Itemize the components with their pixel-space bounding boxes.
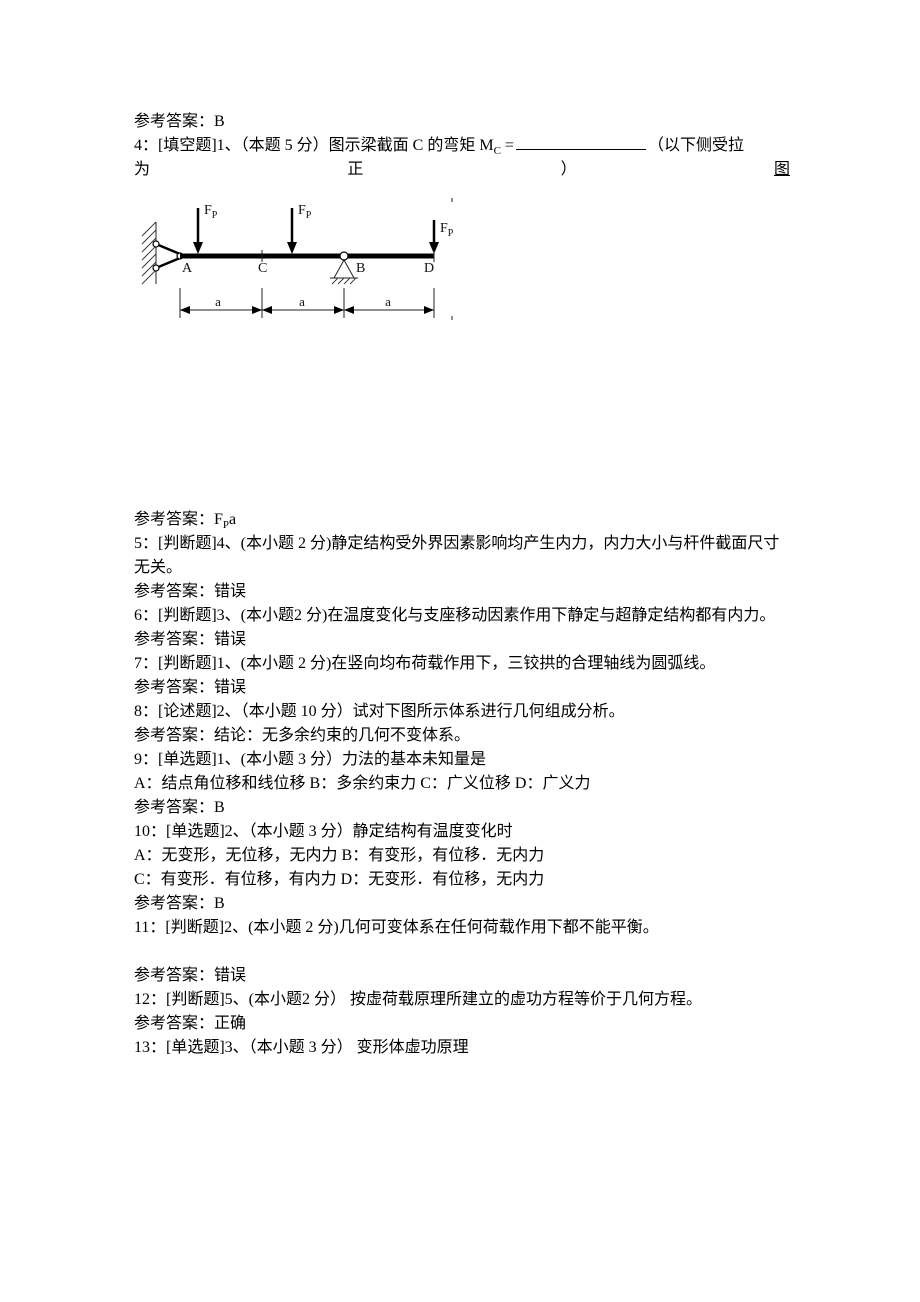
wall-hatch	[142, 222, 156, 284]
q5-answer: 参考答案：错误	[134, 580, 790, 604]
svg-text:FP: FP	[440, 221, 454, 239]
force-Fp-1: FP	[193, 203, 218, 254]
label-A: A	[182, 261, 193, 276]
q4-M: M	[479, 137, 493, 154]
q10-options-1: A：无变形，无位移，无内力 B：有变形，有位移．无内力	[134, 844, 790, 868]
q8-answer: 参考答案：结论：无多余约束的几何不变体系。	[134, 724, 790, 748]
hinge-B	[340, 252, 348, 260]
dimension-line: a a a	[180, 288, 434, 318]
q4-r2-c: ）	[561, 158, 577, 182]
q6-stem: 6：[判断题]3、(本小题2 分)在温度变化与支座移动因素作用下静定与超静定结构…	[134, 604, 790, 628]
q10-stem: 10：[单选题]2、（本小题 3 分）静定结构有温度变化时	[134, 820, 790, 844]
force-Fp-2: FP	[287, 203, 312, 254]
q4-r2-a: 为	[134, 158, 150, 182]
q4-answer: 参考答案：FPa	[134, 508, 790, 532]
q8-stem: 8：[论述题]2、（本小题 10 分）试对下图所示体系进行几何组成分析。	[134, 700, 790, 724]
q7-stem: 7：[判断题]1、(本小题 2 分)在竖向均布荷载作用下，三铰拱的合理轴线为圆弧…	[134, 652, 790, 676]
q4-r2-b: 正	[347, 158, 363, 182]
label-C: C	[258, 261, 267, 276]
svg-text:FP: FP	[204, 203, 218, 221]
wall-links	[153, 241, 183, 271]
q4-stem-row2: 为 正 ） 图	[134, 158, 790, 182]
support-B	[330, 260, 358, 284]
q10-answer: 参考答案：B	[134, 892, 790, 916]
label-B: B	[356, 261, 365, 276]
label-D: D	[424, 261, 434, 276]
q9-stem: 9：[单选题]1、(本小题 3 分）力法的基本未知量是	[134, 748, 790, 772]
q13-stem: 13：[单选题]3、（本小题 3 分） 变形体虚功原理	[134, 1036, 790, 1060]
q9-answer: 参考答案：B	[134, 796, 790, 820]
q4-prefix: 4：[填空题]1、（本题 5 分）图示梁截面 C 的弯矩	[134, 137, 479, 154]
q7-answer: 参考答案：错误	[134, 676, 790, 700]
q4-stem: 4：[填空题]1、（本题 5 分）图示梁截面 C 的弯矩 MC = （以下侧受拉	[134, 134, 790, 158]
q4-eq: =	[501, 137, 514, 154]
q4-tail: （以下侧受拉	[648, 137, 744, 154]
q4-sub: C	[494, 145, 501, 157]
svg-text:a: a	[385, 294, 391, 309]
q11-answer: 参考答案：错误	[134, 964, 790, 988]
q4-ans-a: a	[229, 511, 236, 528]
q11-stem: 11：[判断题]2、(本小题 2 分)几何可变体系在任何荷载作用下都不能平衡。	[134, 916, 790, 940]
force-Fp-3: FP	[429, 220, 454, 254]
q4-blank	[516, 149, 646, 150]
q4-r2-d: 图	[774, 158, 790, 182]
svg-text:a: a	[299, 294, 305, 309]
q4-ans-label: 参考答案：	[134, 511, 214, 528]
q4-ans-F: F	[214, 511, 223, 528]
q5-stem: 5：[判断题]4、(本小题 2 分)静定结构受外界因素影响均产生内力，内力大小与…	[134, 532, 790, 580]
q9-options: A：结点角位移和线位移 B：多余约束力 C：广义位移 D：广义力	[134, 772, 790, 796]
svg-text:a: a	[215, 294, 221, 309]
q10-options-2: C：有变形．有位移，有内力 D：无变形．有位移，无内力	[134, 868, 790, 892]
q3-answer: 参考答案：B	[134, 110, 790, 134]
q12-stem: 12：[判断题]5、(本小题2 分） 按虚荷载原理所建立的虚功方程等价于几何方程…	[134, 988, 790, 1012]
beam-diagram: FP FP FP A C B D a a a	[134, 188, 790, 348]
q12-answer: 参考答案：正确	[134, 1012, 790, 1036]
svg-text:FP: FP	[298, 203, 312, 221]
q6-answer: 参考答案：错误	[134, 628, 790, 652]
